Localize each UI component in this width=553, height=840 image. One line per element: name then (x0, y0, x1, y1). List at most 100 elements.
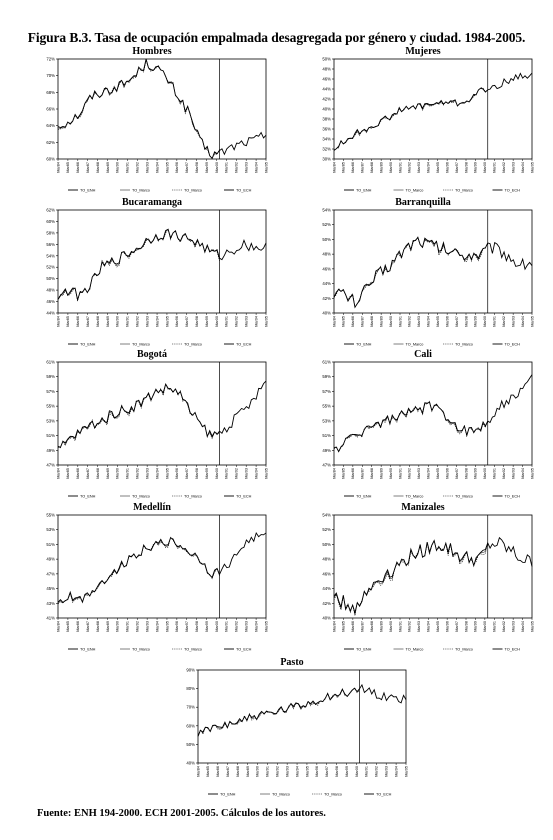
x-tick-label: Mar94 (155, 316, 159, 327)
y-tick-label: 53% (46, 418, 55, 423)
x-tick-label: Mar00 (215, 621, 219, 632)
x-tick-label: Mar96 (445, 621, 449, 632)
y-tick-label: 42% (322, 296, 331, 301)
x-tick-label: Mar98 (464, 162, 468, 173)
x-tick-label: Mar02 (235, 316, 239, 327)
x-tick-label: Mar05 (264, 316, 268, 327)
plot-frame (333, 361, 533, 466)
series-line-to-ech (219, 380, 267, 434)
x-tick-label: Mar05 (530, 468, 534, 479)
y-tick-label: 55% (46, 404, 55, 409)
x-tick-label: Mar86 (351, 621, 355, 632)
x-tick-label: Mar89 (379, 468, 383, 479)
legend-label: TO_Marco (455, 494, 473, 498)
y-tick-label: 59% (46, 374, 55, 379)
chart-title: Barranquilla (395, 197, 451, 208)
x-tick-label: Mar90 (116, 468, 120, 479)
x-tick-label: Mar90 (389, 621, 393, 632)
x-tick-label: Mar94 (427, 468, 431, 479)
legend-label: TO_Marco (184, 494, 202, 498)
y-tick-label: 70% (186, 705, 195, 710)
x-tick-label: Mar00 (355, 766, 359, 777)
x-tick-label: Mar88 (96, 316, 100, 327)
y-tick-label: 46% (322, 77, 331, 82)
y-tick-label: 57% (322, 389, 331, 394)
legend-label: TO_ENH (80, 647, 96, 651)
plot-frame (57, 514, 267, 619)
legend-label: TO_Marco (406, 342, 424, 346)
legend-label: TO_ENH (80, 342, 96, 346)
y-tick-label: 40% (322, 616, 331, 621)
x-tick-label: Mar91 (398, 316, 402, 327)
y-tick-label: 60% (186, 723, 195, 728)
series-line-to-marco (57, 59, 220, 159)
chart-panel-4: Bogotá 47% 49% 51% 53% 55% 57% 59% 61% Mar84 Mar85… (34, 349, 270, 509)
x-tick-label: Mar92 (408, 621, 412, 632)
x-tick-label: Mar00 (483, 468, 487, 479)
x-tick-label: Mar89 (246, 766, 250, 777)
chart-panel-5: Cali 47% 49% 51% 53% 55% 57% 59% 61% Mar84 Mar85 Ma… (310, 349, 536, 509)
y-tick-label: 48% (322, 557, 331, 562)
y-tick-label: 50% (46, 276, 55, 281)
x-tick-label: Mar97 (325, 766, 329, 777)
chart-panel-6: Medellín 41% 43% 45% 47% 49% 51% 53% 55% Mar84 Mar… (34, 502, 270, 662)
legend-label: TO_ENH (356, 494, 372, 498)
x-tick-label: Mar87 (226, 766, 230, 777)
x-tick-label: Mar93 (145, 316, 149, 327)
series-line-to-ech (219, 131, 267, 156)
x-tick-label: Mar01 (493, 316, 497, 327)
x-tick-label: Mar01 (225, 316, 229, 327)
y-tick-label: 41% (46, 616, 55, 621)
y-tick-label: 47% (46, 463, 55, 468)
y-tick-label: 52% (322, 222, 331, 227)
x-tick-label: Mar93 (145, 621, 149, 632)
x-tick-label: Mar03 (384, 766, 388, 777)
x-tick-label: Mar88 (370, 468, 374, 479)
x-tick-label: Mar02 (235, 468, 239, 479)
y-tick-label: 44% (46, 311, 55, 316)
legend-label: TO_Marco (184, 188, 202, 192)
figure-title: Figura B.3. Tasa de ocupación empalmada … (27, 30, 526, 45)
x-tick-label: Mar85 (342, 621, 346, 632)
x-tick-label: Mar98 (195, 621, 199, 632)
legend-label: TO_Marco (272, 792, 290, 796)
x-tick-label: Mar84 (332, 621, 336, 632)
x-tick-label: Mar95 (436, 621, 440, 632)
x-tick-label: Mar85 (342, 316, 346, 327)
x-tick-label: Mar02 (502, 162, 506, 173)
x-tick-label: Mar89 (379, 162, 383, 173)
x-tick-label: Mar89 (379, 316, 383, 327)
chart-panel-3: Barranquilla 40% 42% 44% 46% 48% 50% 52% 54% Mar8… (310, 197, 536, 357)
x-tick-label: Mar89 (106, 468, 110, 479)
legend-label: TO_ECH (236, 647, 252, 651)
legend-label: TO_ENH (80, 494, 96, 498)
x-tick-label: Mar97 (185, 316, 189, 327)
x-tick-label: Mar97 (185, 468, 189, 479)
x-tick-label: Mar96 (175, 468, 179, 479)
y-tick-label: 51% (46, 542, 55, 547)
series-line-to-ech (487, 72, 533, 91)
legend-label: TO_Marco (455, 647, 473, 651)
x-tick-label: Mar89 (106, 162, 110, 173)
y-tick-label: 46% (322, 571, 331, 576)
x-tick-label: Mar01 (365, 766, 369, 777)
legend-label: TO_ENH (356, 188, 372, 192)
x-tick-label: Mar94 (427, 316, 431, 327)
x-tick-label: Mar93 (417, 162, 421, 173)
y-tick-label: 44% (322, 87, 331, 92)
series-line-to-enh (333, 87, 489, 151)
chart-panel-1: Mujeres 30% 32% 34% 36% 38% 40% 42% 44% 46% 48% 50%… (310, 46, 536, 203)
legend-label: TO_Marco (132, 494, 150, 498)
y-tick-label: 49% (46, 448, 55, 453)
x-tick-label: Mar90 (116, 162, 120, 173)
x-tick-label: Mar96 (445, 316, 449, 327)
x-tick-label: Mar05 (264, 162, 268, 173)
y-tick-label: 61% (46, 360, 55, 365)
series-line-to-ech (219, 531, 267, 575)
x-tick-label: Mar94 (155, 162, 159, 173)
x-tick-label: Mar94 (427, 162, 431, 173)
x-tick-label: Mar85 (342, 162, 346, 173)
x-tick-label: Mar90 (116, 621, 120, 632)
x-tick-label: Mar01 (493, 162, 497, 173)
x-tick-label: Mar94 (427, 621, 431, 632)
